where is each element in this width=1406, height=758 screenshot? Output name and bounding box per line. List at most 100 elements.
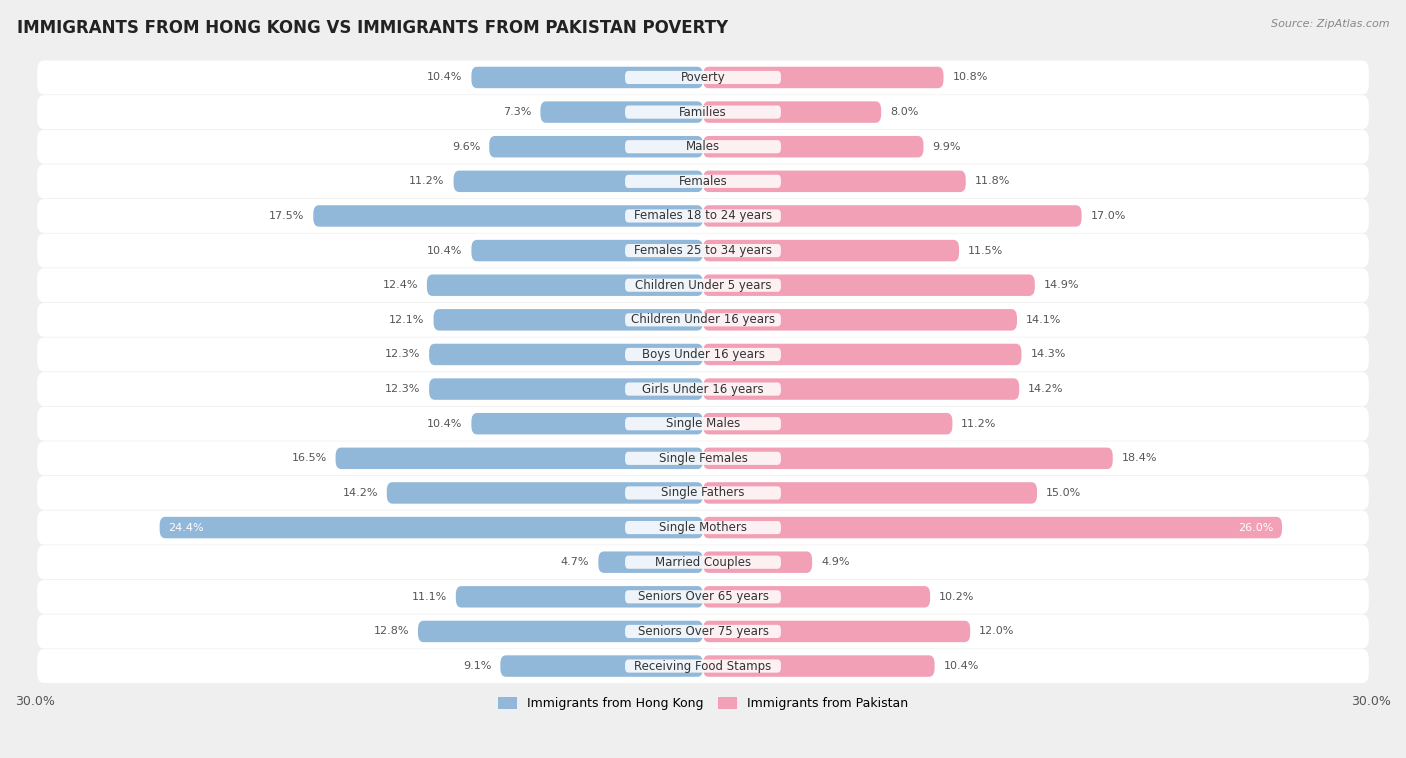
Text: 10.4%: 10.4% <box>427 246 463 255</box>
Text: Married Couples: Married Couples <box>655 556 751 568</box>
Text: 24.4%: 24.4% <box>169 522 204 533</box>
Text: Males: Males <box>686 140 720 153</box>
Text: Receiving Food Stamps: Receiving Food Stamps <box>634 659 772 672</box>
Text: Children Under 16 years: Children Under 16 years <box>631 313 775 327</box>
FancyBboxPatch shape <box>703 274 1035 296</box>
FancyBboxPatch shape <box>626 348 780 361</box>
FancyBboxPatch shape <box>703 517 1282 538</box>
Text: 10.2%: 10.2% <box>939 592 974 602</box>
Text: 7.3%: 7.3% <box>503 107 531 117</box>
FancyBboxPatch shape <box>37 337 1369 371</box>
FancyBboxPatch shape <box>37 233 1369 268</box>
FancyBboxPatch shape <box>626 659 780 672</box>
FancyBboxPatch shape <box>626 71 780 84</box>
Text: 14.1%: 14.1% <box>1026 315 1062 325</box>
Text: 14.9%: 14.9% <box>1043 280 1080 290</box>
Text: Single Fathers: Single Fathers <box>661 487 745 500</box>
FancyBboxPatch shape <box>703 102 882 123</box>
FancyBboxPatch shape <box>626 279 780 292</box>
FancyBboxPatch shape <box>37 649 1369 683</box>
FancyBboxPatch shape <box>626 487 780 500</box>
Text: Females 18 to 24 years: Females 18 to 24 years <box>634 209 772 222</box>
FancyBboxPatch shape <box>37 407 1369 440</box>
FancyBboxPatch shape <box>37 303 1369 337</box>
Text: 26.0%: 26.0% <box>1237 522 1272 533</box>
Text: Source: ZipAtlas.com: Source: ZipAtlas.com <box>1271 19 1389 29</box>
FancyBboxPatch shape <box>37 268 1369 302</box>
Text: 11.8%: 11.8% <box>974 177 1010 186</box>
Text: Children Under 5 years: Children Under 5 years <box>634 279 772 292</box>
FancyBboxPatch shape <box>427 274 703 296</box>
Text: 4.7%: 4.7% <box>561 557 589 567</box>
FancyBboxPatch shape <box>489 136 703 158</box>
FancyBboxPatch shape <box>37 199 1369 233</box>
Text: Boys Under 16 years: Boys Under 16 years <box>641 348 765 361</box>
FancyBboxPatch shape <box>456 586 703 608</box>
FancyBboxPatch shape <box>703 482 1038 503</box>
Text: 12.8%: 12.8% <box>374 626 409 637</box>
FancyBboxPatch shape <box>37 164 1369 199</box>
FancyBboxPatch shape <box>703 343 1021 365</box>
Text: 10.4%: 10.4% <box>427 73 463 83</box>
Text: 11.5%: 11.5% <box>967 246 1004 255</box>
FancyBboxPatch shape <box>703 309 1017 330</box>
FancyBboxPatch shape <box>336 447 703 469</box>
Text: 12.3%: 12.3% <box>385 384 420 394</box>
Text: 9.9%: 9.9% <box>932 142 960 152</box>
Text: 11.2%: 11.2% <box>962 418 997 429</box>
Text: 10.8%: 10.8% <box>952 73 988 83</box>
FancyBboxPatch shape <box>626 105 780 119</box>
Text: 9.1%: 9.1% <box>463 661 492 671</box>
FancyBboxPatch shape <box>454 171 703 192</box>
FancyBboxPatch shape <box>703 586 931 608</box>
FancyBboxPatch shape <box>626 556 780 568</box>
Text: 14.3%: 14.3% <box>1031 349 1066 359</box>
Text: 12.1%: 12.1% <box>389 315 425 325</box>
FancyBboxPatch shape <box>433 309 703 330</box>
Text: 8.0%: 8.0% <box>890 107 918 117</box>
FancyBboxPatch shape <box>703 656 935 677</box>
FancyBboxPatch shape <box>37 580 1369 614</box>
FancyBboxPatch shape <box>626 383 780 396</box>
Text: Seniors Over 65 years: Seniors Over 65 years <box>637 590 769 603</box>
FancyBboxPatch shape <box>703 378 1019 399</box>
FancyBboxPatch shape <box>387 482 703 503</box>
Text: 12.0%: 12.0% <box>979 626 1015 637</box>
FancyBboxPatch shape <box>703 67 943 88</box>
FancyBboxPatch shape <box>703 621 970 642</box>
Text: 11.2%: 11.2% <box>409 177 444 186</box>
Text: 16.5%: 16.5% <box>291 453 326 463</box>
Text: 10.4%: 10.4% <box>427 418 463 429</box>
FancyBboxPatch shape <box>703 205 1081 227</box>
FancyBboxPatch shape <box>626 175 780 188</box>
Text: 18.4%: 18.4% <box>1122 453 1157 463</box>
Text: IMMIGRANTS FROM HONG KONG VS IMMIGRANTS FROM PAKISTAN POVERTY: IMMIGRANTS FROM HONG KONG VS IMMIGRANTS … <box>17 19 728 37</box>
Text: Families: Families <box>679 105 727 118</box>
FancyBboxPatch shape <box>540 102 703 123</box>
Text: Females: Females <box>679 175 727 188</box>
Text: Females 25 to 34 years: Females 25 to 34 years <box>634 244 772 257</box>
FancyBboxPatch shape <box>626 625 780 638</box>
FancyBboxPatch shape <box>626 140 780 153</box>
FancyBboxPatch shape <box>418 621 703 642</box>
FancyBboxPatch shape <box>703 136 924 158</box>
FancyBboxPatch shape <box>626 313 780 327</box>
Legend: Immigrants from Hong Kong, Immigrants from Pakistan: Immigrants from Hong Kong, Immigrants fr… <box>494 692 912 716</box>
FancyBboxPatch shape <box>37 130 1369 164</box>
Text: 4.9%: 4.9% <box>821 557 849 567</box>
Text: 12.3%: 12.3% <box>385 349 420 359</box>
FancyBboxPatch shape <box>37 545 1369 579</box>
Text: 14.2%: 14.2% <box>343 488 378 498</box>
FancyBboxPatch shape <box>626 209 780 223</box>
FancyBboxPatch shape <box>37 476 1369 510</box>
Text: 15.0%: 15.0% <box>1046 488 1081 498</box>
FancyBboxPatch shape <box>37 615 1369 648</box>
Text: Girls Under 16 years: Girls Under 16 years <box>643 383 763 396</box>
FancyBboxPatch shape <box>626 590 780 603</box>
FancyBboxPatch shape <box>37 511 1369 544</box>
FancyBboxPatch shape <box>703 240 959 262</box>
FancyBboxPatch shape <box>626 521 780 534</box>
FancyBboxPatch shape <box>37 372 1369 406</box>
Text: 14.2%: 14.2% <box>1028 384 1063 394</box>
FancyBboxPatch shape <box>471 67 703 88</box>
